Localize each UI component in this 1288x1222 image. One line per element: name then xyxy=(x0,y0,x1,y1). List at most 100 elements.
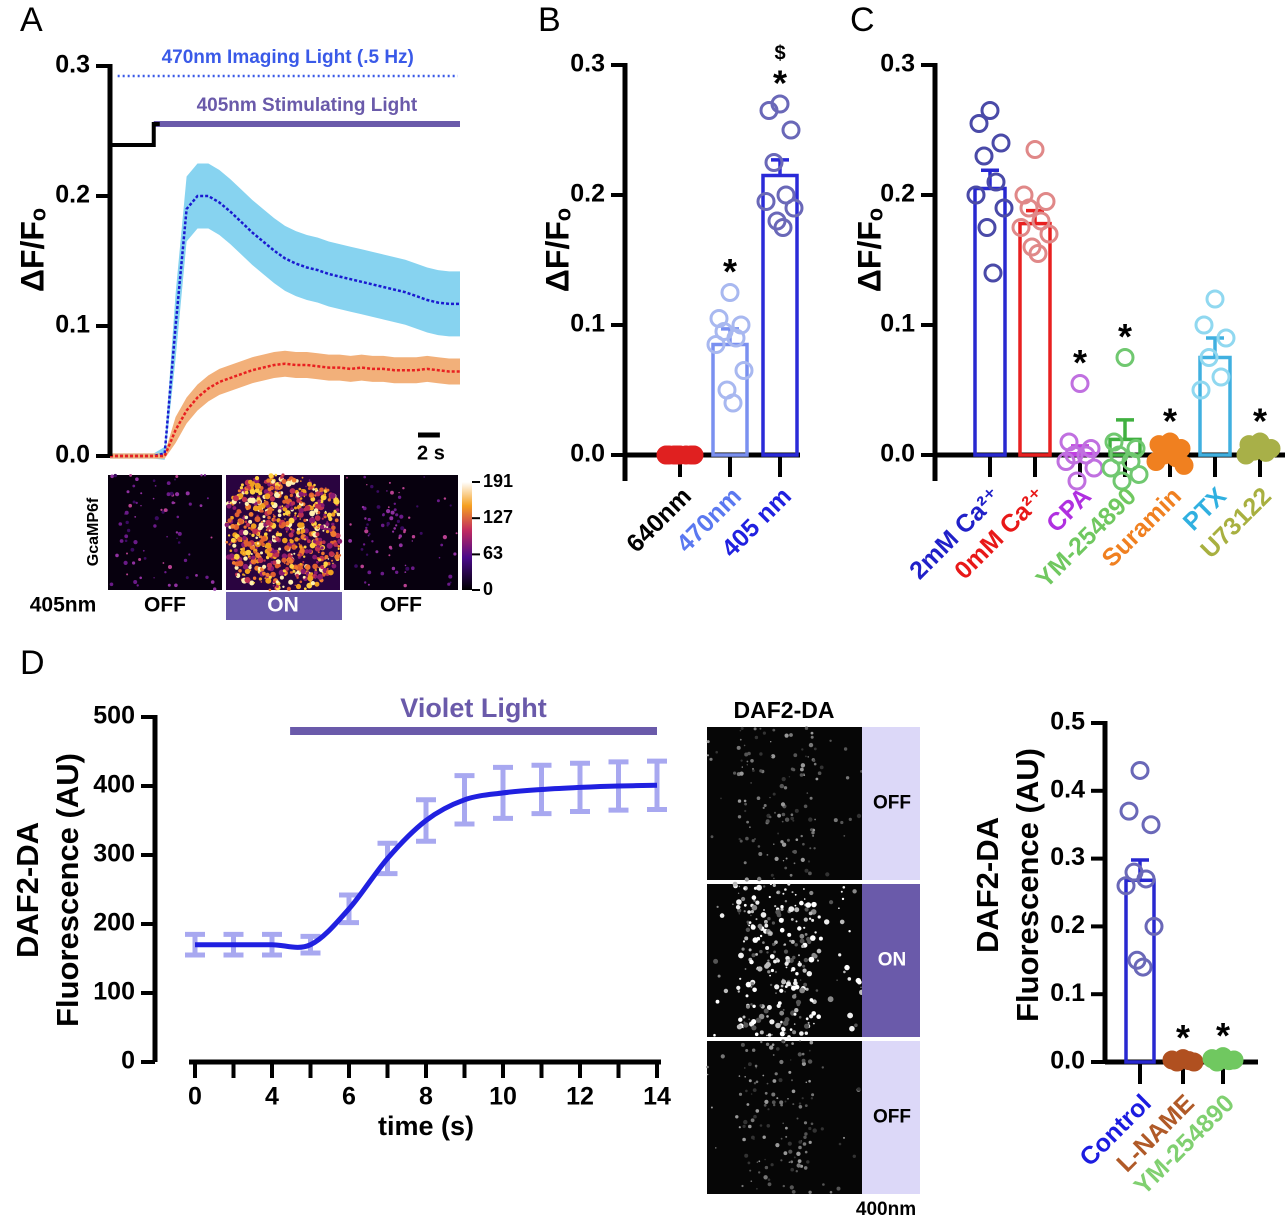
image-speckle xyxy=(233,553,240,560)
image-speckle xyxy=(735,1115,739,1119)
image-speckle xyxy=(750,1003,753,1006)
image-speckle xyxy=(296,530,301,535)
image-speckle xyxy=(756,1187,758,1190)
image-speckle xyxy=(285,526,290,531)
image-speckle xyxy=(299,571,301,573)
image-speckle xyxy=(765,819,770,824)
image-speckle xyxy=(808,917,812,920)
image-speckle xyxy=(782,892,785,895)
image-speckle xyxy=(763,1103,767,1107)
image-speckle xyxy=(315,532,320,537)
image-speckle xyxy=(260,581,263,583)
image-speckle xyxy=(250,523,257,529)
image-panel xyxy=(108,475,222,590)
image-speckle xyxy=(740,726,744,730)
image-speckle xyxy=(774,905,777,908)
image-speckle xyxy=(251,548,253,551)
image-speckle xyxy=(749,826,751,829)
image-speckle xyxy=(331,559,334,562)
image-speckle xyxy=(322,529,325,532)
image-speckle xyxy=(713,958,719,964)
image-speckle xyxy=(312,488,316,491)
image-speckle xyxy=(264,493,271,500)
image-speckle xyxy=(442,535,447,540)
image-speckle xyxy=(261,536,267,542)
mean-line xyxy=(194,782,658,950)
image-speckle xyxy=(257,526,262,531)
image-speckle xyxy=(230,537,236,543)
image-speckle xyxy=(766,1005,772,1010)
image-speckle xyxy=(775,957,779,961)
image-speckle xyxy=(776,1097,779,1100)
image-speckle xyxy=(367,570,372,575)
image-speckle xyxy=(398,543,403,548)
y-tick-label: 0.3 xyxy=(1050,843,1085,871)
data-point xyxy=(1056,452,1076,471)
image-speckle xyxy=(273,518,277,522)
image-speckle xyxy=(393,527,397,530)
image-speckle xyxy=(755,1080,759,1084)
bar xyxy=(761,173,799,457)
y-tick-label: 0.3 xyxy=(570,50,605,78)
data-point xyxy=(1084,458,1104,478)
image-speckle xyxy=(843,1136,845,1139)
image-speckle xyxy=(744,1153,749,1158)
image-speckle xyxy=(762,731,767,735)
image-speckle xyxy=(286,586,291,591)
image-speckle xyxy=(793,862,796,865)
image-speckle xyxy=(210,536,213,539)
image-speckle xyxy=(745,1004,751,1009)
image-speckle xyxy=(814,818,816,821)
image-speckle xyxy=(780,984,784,988)
image-speckle xyxy=(762,1135,766,1139)
image-speckle xyxy=(408,516,411,519)
image-speckle xyxy=(271,477,273,480)
image-speckle xyxy=(810,1097,814,1100)
image-speckle xyxy=(307,539,311,544)
image-speckle xyxy=(815,989,819,992)
image-speckle xyxy=(253,562,256,565)
image-speckle xyxy=(370,484,374,489)
image-speckle xyxy=(809,828,813,831)
image-speckle xyxy=(296,515,299,518)
image-speckle xyxy=(237,489,241,493)
image-speckle xyxy=(291,501,296,506)
image-speckle xyxy=(364,517,367,520)
image-speckle xyxy=(759,769,763,773)
y-axis-label: ΔF/Fₒ xyxy=(851,208,887,292)
image-speckle xyxy=(329,492,336,499)
image-speckle xyxy=(792,1103,795,1106)
image-speckle xyxy=(805,755,807,758)
image-speckle xyxy=(392,530,395,533)
image-speckle xyxy=(746,760,749,763)
image-speckle xyxy=(257,500,261,504)
image-speckle xyxy=(745,927,751,932)
image-speckle xyxy=(803,774,806,776)
light-strip xyxy=(862,727,920,880)
image-speckle xyxy=(764,1099,769,1104)
significance-label: * xyxy=(1216,1015,1230,1056)
image-speckle xyxy=(254,476,260,481)
image-speckle xyxy=(404,564,407,567)
image-speckle xyxy=(362,543,366,546)
image-speckle xyxy=(773,843,775,845)
image-speckle xyxy=(331,522,335,526)
image-speckle xyxy=(300,501,303,504)
image-speckle xyxy=(388,481,391,484)
data-point xyxy=(734,361,754,380)
image-speckle xyxy=(284,495,289,500)
image-speckle xyxy=(803,888,805,890)
image-speckle xyxy=(755,1067,757,1069)
data-point xyxy=(1133,957,1153,977)
image-speckle xyxy=(789,1028,793,1031)
image-speckle xyxy=(366,484,368,486)
image-speckle xyxy=(333,542,338,547)
image-speckle xyxy=(720,1054,725,1059)
image-speckle xyxy=(243,574,246,576)
image-speckle xyxy=(303,555,306,558)
image-speckle xyxy=(375,550,379,554)
image-speckle xyxy=(770,754,776,759)
image-speckle xyxy=(265,572,270,578)
image-speckle xyxy=(782,1122,784,1125)
image-speckle xyxy=(799,979,802,981)
